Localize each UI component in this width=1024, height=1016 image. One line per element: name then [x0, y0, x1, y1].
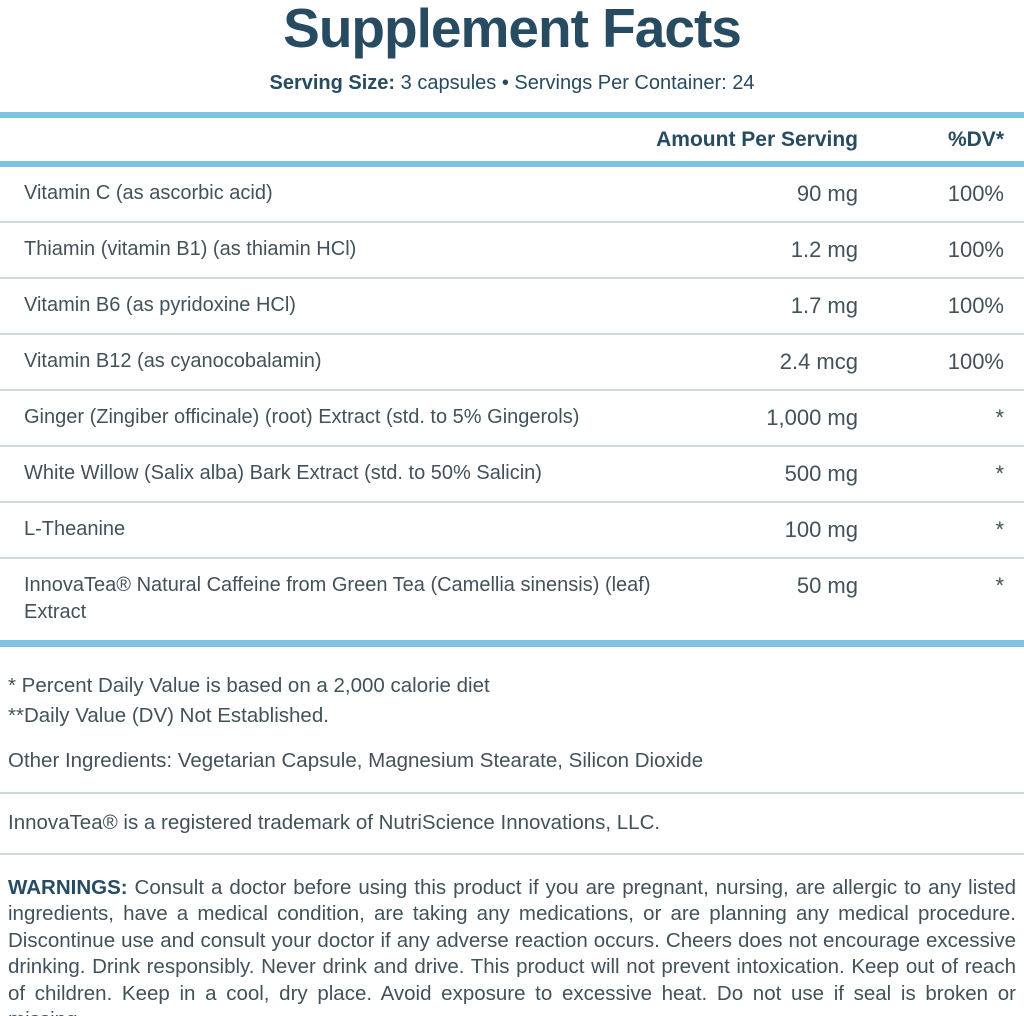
ingredient-dv: 100% [947, 180, 1004, 206]
table-row: Thiamin (vitamin B1) (as thiamin HCl) 1.… [0, 223, 1024, 279]
ingredient-name: L-Theanine [24, 517, 126, 540]
ingredient-name: Thiamin (vitamin B1) (as thiamin HCl) [24, 237, 357, 260]
table-row: InnovaTea® Natural Caffeine from Green T… [0, 559, 1024, 640]
dv-footnote: * Percent Daily Value is based on a 2,00… [8, 673, 490, 697]
table-header-row: Amount Per Serving %DV* [0, 111, 1024, 167]
trademark-note: InnovaTea® is a registered trademark of … [8, 810, 661, 834]
ingredient-dv: * [995, 572, 1004, 598]
trademark-strip: InnovaTea® is a registered trademark of … [0, 791, 1024, 855]
table-row: L-Theanine 100 mg * [0, 503, 1024, 559]
serving-size-label: Serving Size: [269, 71, 396, 94]
facts-rows: Vitamin C (as ascorbic acid) 90 mg 100% … [0, 167, 1024, 647]
ingredient-amount: 2.4 mcg [779, 348, 858, 374]
ingredient-dv: * [995, 460, 1004, 486]
warnings-text: Consult a doctor before using this produ… [8, 875, 1016, 1016]
ingredient-dv: 100% [947, 292, 1004, 318]
ingredient-name: White Willow (Salix alba) Bark Extract (… [24, 461, 542, 484]
ingredient-amount: 100 mg [784, 516, 858, 542]
ingredient-amount: 90 mg [796, 180, 858, 206]
table-row: Ginger (Zingiber officinale) (root) Extr… [0, 391, 1024, 447]
warnings-label: WARNINGS: [8, 875, 128, 899]
ingredient-dv: * [995, 404, 1004, 430]
ingredient-dv: * [995, 516, 1004, 542]
table-row: White Willow (Salix alba) Bark Extract (… [0, 447, 1024, 503]
ingredient-amount: 500 mg [784, 460, 858, 486]
footnotes: * Percent Daily Value is based on a 2,00… [8, 671, 1016, 776]
facts-table: Amount Per Serving %DV* Vitamin C (as as… [0, 111, 1024, 647]
page-title: Supplement Facts [283, 0, 742, 59]
table-row: Vitamin C (as ascorbic acid) 90 mg 100% [0, 167, 1024, 223]
ingredient-name: InnovaTea® Natural Caffeine from Green T… [24, 573, 651, 623]
amount-per-serving-header: Amount Per Serving [656, 127, 858, 151]
ingredient-amount: 1.7 mg [790, 292, 858, 318]
warnings: WARNINGS: Consult a doctor before using … [8, 875, 1016, 1016]
table-row: Vitamin B6 (as pyridoxine HCl) 1.7 mg 10… [0, 279, 1024, 335]
ingredient-name: Vitamin B12 (as cyanocobalamin) [24, 349, 322, 372]
name-header-spacer [0, 128, 622, 152]
dv-not-established-footnote: **Daily Value (DV) Not Established. [8, 703, 329, 727]
other-ingredients: Other Ingredients: Vegetarian Capsule, M… [8, 748, 704, 772]
serving-info: Serving Size: 3 capsules • Servings Per … [0, 72, 1024, 95]
ingredient-dv: 100% [947, 348, 1004, 374]
ingredient-name: Ginger (Zingiber officinale) (root) Extr… [24, 405, 580, 428]
ingredient-dv: 100% [947, 236, 1004, 262]
ingredient-name: Vitamin B6 (as pyridoxine HCl) [24, 293, 296, 316]
dv-header: %DV* [947, 127, 1004, 151]
table-row: Vitamin B12 (as cyanocobalamin) 2.4 mcg … [0, 335, 1024, 391]
serving-size-value: 3 capsules • Servings Per Container: 24 [395, 71, 755, 94]
ingredient-name: Vitamin C (as ascorbic acid) [24, 181, 273, 204]
ingredient-amount: 1.2 mg [790, 236, 858, 262]
ingredient-amount: 1,000 mg [766, 404, 858, 430]
ingredient-amount: 50 mg [796, 572, 858, 598]
